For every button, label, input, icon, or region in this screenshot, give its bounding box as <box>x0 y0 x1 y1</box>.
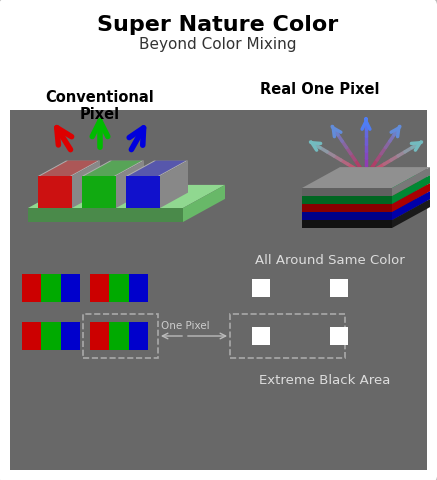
Bar <box>42 322 61 350</box>
Polygon shape <box>392 175 430 204</box>
Polygon shape <box>302 167 430 188</box>
Polygon shape <box>302 196 392 204</box>
Polygon shape <box>392 191 430 220</box>
Text: Extreme Black Area: Extreme Black Area <box>259 373 391 386</box>
Polygon shape <box>128 161 186 176</box>
Polygon shape <box>72 161 100 208</box>
Text: All Around Same Color: All Around Same Color <box>255 253 405 266</box>
Polygon shape <box>302 204 392 212</box>
Polygon shape <box>28 185 225 208</box>
Bar <box>330 327 348 345</box>
Bar <box>42 274 61 302</box>
Polygon shape <box>302 199 430 220</box>
Polygon shape <box>392 183 430 212</box>
Bar <box>90 322 109 350</box>
Bar <box>330 279 348 297</box>
Text: Conventional
Pixel: Conventional Pixel <box>45 90 154 122</box>
Bar <box>109 322 128 350</box>
Text: One Pixel: One Pixel <box>161 321 209 331</box>
Polygon shape <box>302 188 392 196</box>
Bar <box>252 279 270 297</box>
Bar <box>22 274 42 302</box>
Bar <box>109 274 128 302</box>
Polygon shape <box>84 161 142 176</box>
Polygon shape <box>392 167 430 196</box>
Text: Beyond Color Mixing: Beyond Color Mixing <box>139 37 297 52</box>
Bar <box>22 322 42 350</box>
Polygon shape <box>302 175 430 196</box>
Polygon shape <box>116 161 144 208</box>
Bar <box>252 327 270 345</box>
Polygon shape <box>38 176 72 208</box>
Bar <box>61 274 80 302</box>
Bar <box>83 314 158 358</box>
Polygon shape <box>302 212 392 220</box>
Polygon shape <box>82 176 116 208</box>
Polygon shape <box>160 161 188 208</box>
Polygon shape <box>126 176 160 208</box>
Polygon shape <box>302 191 430 212</box>
Bar <box>230 314 345 358</box>
Bar <box>128 322 148 350</box>
Polygon shape <box>392 199 430 228</box>
Polygon shape <box>40 161 98 176</box>
Polygon shape <box>38 161 100 176</box>
Polygon shape <box>183 185 225 222</box>
Polygon shape <box>28 208 183 222</box>
Bar <box>10 110 427 470</box>
Bar <box>90 274 109 302</box>
Polygon shape <box>302 183 430 204</box>
Text: Real One Pixel: Real One Pixel <box>260 82 380 97</box>
Polygon shape <box>302 220 392 228</box>
Polygon shape <box>82 161 144 176</box>
Text: Super Nature Color: Super Nature Color <box>97 15 339 35</box>
Polygon shape <box>126 161 188 176</box>
Bar <box>61 322 80 350</box>
Bar <box>128 274 148 302</box>
